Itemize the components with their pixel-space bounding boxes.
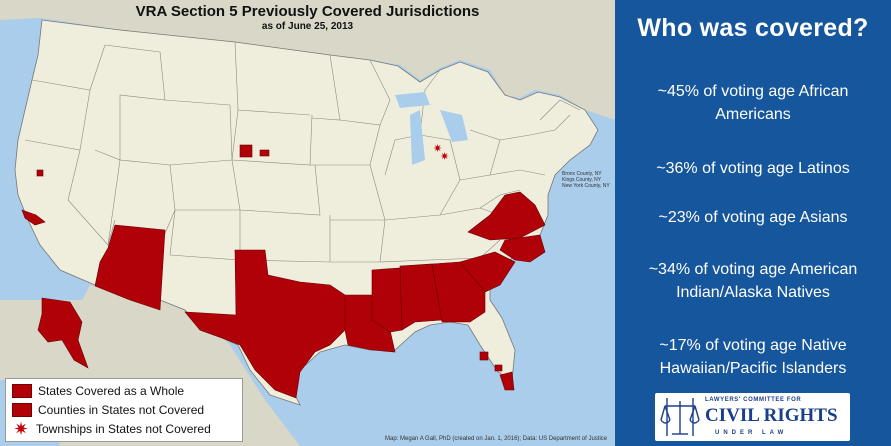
great-lakes [395, 92, 468, 165]
us-map: ✷ ✷ [0, 0, 615, 446]
ny-note-line: New York County, NY [562, 183, 610, 189]
stat-line: ~45% of voting age African [657, 83, 849, 100]
township-stars: ✷ ✷ [433, 142, 449, 163]
ny-note-line: Bronx County, NY [562, 171, 602, 177]
lawyers-committee-logo: LAWYERS' COMMITTEE FOR CIVIL RIGHTS UNDE… [655, 393, 850, 441]
stat-line: ~17% of voting age Native [659, 337, 847, 354]
map-panel: ✷ ✷ VRA Section 5 Previously Covered Jur… [0, 0, 615, 446]
stat-line: ~34% of voting age American [648, 261, 858, 278]
stat-american-indians: ~34% of voting age American Indian/Alask… [615, 258, 891, 304]
stat-line: ~36% of voting age Latinos [656, 160, 850, 177]
stat-african-americans: ~45% of voting age African Americans [615, 80, 891, 126]
township-star-1: ✷ [433, 142, 442, 155]
stat-pacific-islanders: ~17% of voting age Native Hawaiian/Pacif… [615, 334, 891, 380]
legend-label: States Covered as a Whole [38, 384, 185, 398]
stat-asians: ~23% of voting age Asians [615, 206, 891, 229]
map-legend: States Covered as a Whole Counties in St… [5, 378, 243, 442]
south-carolina [459, 251, 516, 293]
legend-label: Townships in States not Covered [36, 422, 211, 436]
virginia [467, 191, 546, 241]
arizona [94, 224, 166, 311]
legend-item-townships: ✷ Townships in States not Covered [12, 419, 211, 439]
map-credit: Map: Megan A Gall, PhD (created on Jan. … [385, 436, 608, 442]
south-dakota-county-2 [259, 149, 270, 157]
florida-county-1 [479, 351, 489, 361]
texas [184, 249, 346, 399]
info-panel: Who was covered? ~45% of voting age Afri… [615, 0, 891, 446]
canada-land [0, 0, 615, 120]
info-heading: Who was covered? [637, 14, 869, 42]
logo-text-top: LAWYERS' COMMITTEE FOR [705, 397, 802, 403]
star-icon: ✷ [13, 419, 29, 439]
ny-note-line: Kings County, NY [562, 177, 602, 183]
legend-swatch [12, 403, 32, 417]
scales-of-justice-icon [660, 398, 700, 436]
legend-item-counties: Counties in States not Covered [12, 402, 204, 418]
covered-regions [21, 144, 546, 399]
california-county-north [36, 169, 44, 177]
mississippi [371, 267, 403, 333]
florida-county-3 [499, 371, 515, 391]
logo-text-bottom: UNDER LAW [715, 430, 788, 436]
stat-line: Indian/Alaska Natives [676, 284, 830, 301]
map-title: VRA Section 5 Previously Covered Jurisdi… [135, 3, 480, 20]
stat-line: Americans [715, 106, 791, 123]
legend-label: Counties in States not Covered [38, 403, 205, 417]
alabama [399, 263, 443, 331]
florida-county-2 [494, 364, 503, 372]
legend-item-states: States Covered as a Whole [12, 383, 184, 399]
logo-text-main: CIVIL RIGHTS [705, 405, 838, 426]
state-borders [24, 41, 581, 263]
map-subtitle: as of June 25, 2013 [261, 21, 354, 32]
north-carolina-counties [499, 234, 546, 263]
legend-swatch [12, 384, 32, 398]
south-dakota-county-1 [239, 144, 253, 158]
stat-latinos: ~36% of voting age Latinos [615, 157, 891, 180]
alaska [37, 297, 89, 369]
stat-line: ~23% of voting age Asians [658, 209, 848, 226]
stat-line: Hawaiian/Pacific Islanders [659, 360, 847, 377]
ny-counties-note: Bronx County, NY Kings County, NY New Yo… [562, 171, 610, 189]
california-counties-south [21, 209, 46, 226]
township-star-2: ✷ [440, 150, 449, 163]
